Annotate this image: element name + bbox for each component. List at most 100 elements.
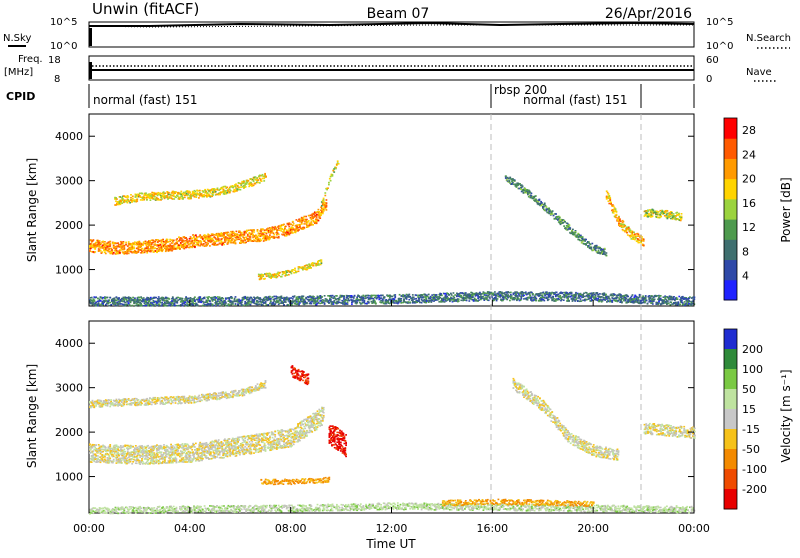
power-cell [212, 304, 214, 306]
power-cell [215, 189, 217, 191]
power-cell [323, 300, 325, 302]
power-cell [574, 297, 576, 299]
power-cell [483, 296, 485, 298]
power-cell [176, 243, 178, 245]
power-cell [148, 248, 150, 250]
power-cell [235, 233, 237, 235]
nave-tick-top: 60 [706, 55, 719, 66]
power-cell [626, 227, 628, 229]
power-cell [306, 269, 308, 271]
power-cell [105, 253, 107, 255]
power-cell [518, 188, 520, 190]
power-cell [316, 264, 318, 266]
power-cell [336, 295, 338, 297]
power-cell [571, 293, 573, 295]
power-cell [517, 295, 519, 297]
power-cell [176, 238, 178, 240]
power-cell [559, 217, 561, 219]
power-cell [183, 236, 185, 238]
power-cell [372, 298, 374, 300]
power-cell [115, 242, 117, 244]
power-cell [479, 292, 481, 294]
power-cell [141, 298, 143, 300]
power-cell [316, 214, 318, 216]
power-cell [136, 200, 138, 202]
power-cell [281, 228, 283, 230]
power-cell [321, 261, 323, 263]
power-cell [115, 303, 117, 305]
power-cell [616, 211, 618, 213]
nsearch-tick-top: 10^5 [706, 17, 733, 28]
power-cell [141, 248, 143, 250]
power-cell [333, 300, 335, 302]
power-cell [670, 218, 672, 220]
power-cell [245, 232, 247, 234]
power-cell [288, 230, 290, 232]
power-cell [290, 224, 292, 226]
power-cell [134, 241, 136, 243]
power-cell [116, 250, 118, 252]
power-cell [243, 305, 245, 307]
power-cell [643, 244, 645, 246]
power-cell [419, 302, 421, 304]
power-cell [502, 293, 504, 295]
power-cell [236, 231, 238, 233]
power-cell [269, 274, 271, 276]
power-cell [283, 230, 285, 232]
power-cell [141, 305, 143, 307]
power-cell [510, 294, 512, 296]
power-cell [119, 252, 121, 254]
power-cell [214, 299, 216, 301]
power-cell [326, 189, 328, 191]
power-cell [338, 163, 340, 165]
power-cell [495, 293, 497, 295]
power-cell [624, 225, 626, 227]
power-cell [620, 221, 622, 223]
power-cell [465, 292, 467, 294]
power-cell [255, 179, 257, 181]
power-cell [191, 238, 193, 240]
power-cell [538, 300, 540, 302]
power-cell [444, 301, 446, 303]
power-cell [632, 238, 634, 240]
power-cell [126, 196, 128, 198]
power-cell [234, 186, 236, 188]
power-cell [266, 233, 268, 235]
power-cell [595, 248, 597, 250]
power-cell [326, 203, 328, 205]
power-cell [144, 252, 146, 254]
power-cell [638, 240, 640, 242]
power-cell [612, 209, 614, 211]
power-cell [580, 298, 582, 300]
power-cell [337, 160, 339, 162]
power-cell [462, 293, 464, 295]
power-cell [436, 294, 438, 296]
power-cell [243, 240, 245, 242]
power-cell [238, 189, 240, 191]
power-cell [224, 193, 226, 195]
power-cell [553, 215, 555, 217]
power-cell [233, 189, 235, 191]
power-cell [258, 303, 260, 305]
power-cell [170, 194, 172, 196]
power-cell [311, 215, 313, 217]
power-cell [165, 243, 167, 245]
power-cell [263, 240, 265, 242]
power-cell [431, 296, 433, 298]
power-cell [278, 227, 280, 229]
power-cell [153, 198, 155, 200]
power-cell [619, 218, 621, 220]
power-cell [451, 297, 453, 299]
freq-unit: [MHz] [4, 67, 33, 78]
power-cell [245, 186, 247, 188]
power-cell [370, 298, 372, 300]
power-cell [273, 296, 275, 298]
power-cell [318, 302, 320, 304]
power-cell [131, 200, 133, 202]
power-cell [371, 296, 373, 298]
power-cell [205, 191, 207, 193]
power-cell [238, 182, 240, 184]
power-cell [511, 183, 513, 185]
power-cell [127, 202, 129, 204]
power-cell [548, 208, 550, 210]
